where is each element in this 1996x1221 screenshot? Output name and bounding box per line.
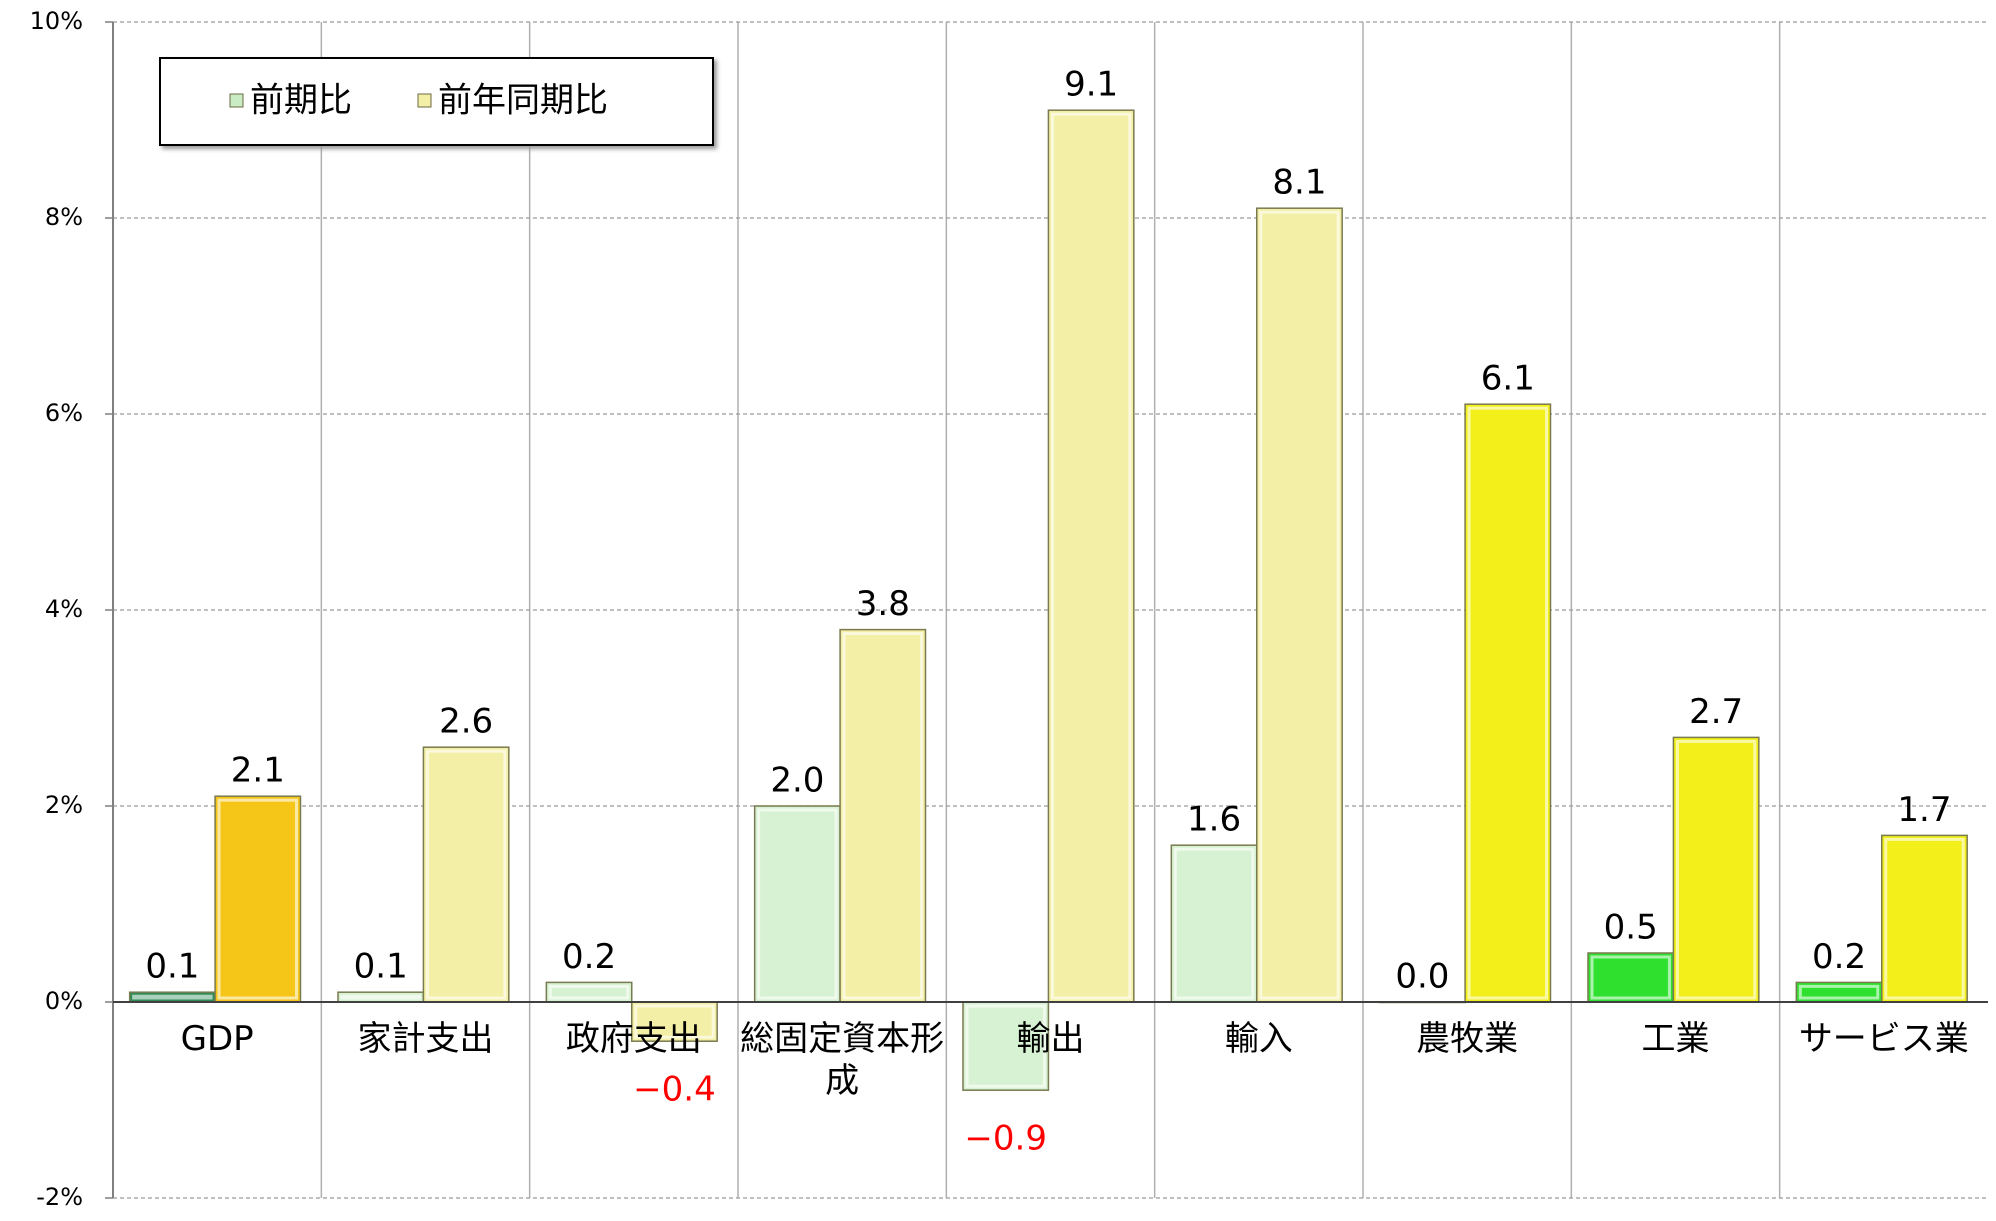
bar [1881,834,1968,1003]
legend-label: 前年同期比 [438,81,608,121]
y-tick-label: 0% [45,987,83,1015]
x-tick-label: 総固定資本形成 [740,1019,945,1101]
value-label: 9.1 [1064,65,1118,105]
bar [1170,844,1258,1003]
y-tick-label: 2% [45,791,83,819]
x-tick-label: 政府支出 [565,1019,702,1059]
bar [1464,403,1552,1003]
y-tick-label: -2% [36,1183,83,1211]
value-label: 0.5 [1604,908,1658,948]
value-label: 2.0 [770,761,824,801]
legend-swatch [229,93,244,108]
bar-highlight [1050,112,1132,1000]
bar-highlight [340,994,421,1000]
bar [1047,109,1135,1003]
bar [753,805,841,1003]
value-label: 2.6 [439,702,493,742]
value-label: 0.2 [1812,937,1866,977]
x-tick-label: 輸出 [1016,1019,1085,1059]
bar [631,1001,718,1042]
value-label: 0.0 [1395,957,1449,997]
x-tick-label: 家計支出 [357,1019,494,1059]
bar-highlight [1259,210,1340,1000]
x-tick-label: 農牧業 [1416,1019,1519,1059]
bar-highlight [132,994,213,1000]
bar [1256,207,1343,1003]
bar [1672,736,1760,1003]
bar-highlight [965,1004,1046,1088]
value-label: 2.1 [231,751,285,791]
bar [1587,952,1675,1003]
value-label: 2.7 [1689,692,1743,732]
value-label: 0.1 [145,947,199,987]
value-label: −0.9 [964,1119,1047,1159]
bar-highlight [842,632,923,1000]
x-tick-label: 輸入 [1224,1019,1293,1059]
value-label: 8.1 [1272,163,1326,203]
y-tick-label: 6% [45,399,83,427]
bar-highlight [1884,837,1965,1000]
value-label: 0.1 [354,947,408,987]
value-label: 1.7 [1897,790,1951,830]
bar-highlight [548,984,630,1000]
bar-highlight [634,1004,715,1039]
value-label: 3.8 [856,584,910,624]
bar-highlight [217,798,298,1000]
value-label: 1.6 [1187,800,1241,840]
value-label: −0.4 [633,1070,716,1110]
bar [422,746,510,1003]
bar [839,628,927,1003]
value-label: 6.1 [1481,359,1535,399]
bar-highlight [425,749,507,1000]
value-label: 0.2 [562,937,616,977]
x-tick-label: 工業 [1641,1019,1710,1059]
bar-highlight [1590,955,1671,1000]
bar-highlight [1467,406,1549,1000]
bar [214,795,302,1003]
y-tick-label: 8% [45,203,83,231]
legend-box [159,57,714,146]
legend-label: 前期比 [250,81,352,121]
x-tick-label: GDP [180,1019,254,1059]
bar-highlight [1798,984,1880,1000]
y-tick-label: 4% [45,595,83,623]
bar-highlight [1173,847,1255,1000]
bar-highlight [1675,739,1757,1000]
legend-swatch [417,93,432,108]
y-tick-label: 10% [30,7,83,35]
x-tick-label: サービス業 [1798,1019,1969,1059]
bar-highlight [757,808,838,1000]
